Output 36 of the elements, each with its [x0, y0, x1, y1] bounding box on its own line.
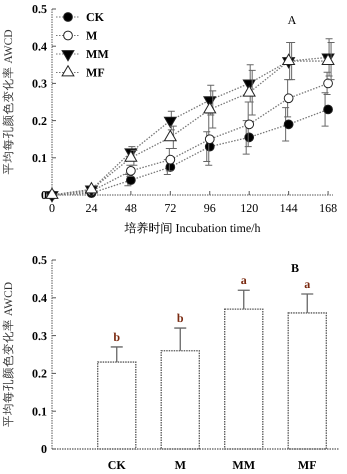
x-tick-label: 120 [240, 201, 258, 215]
x-tick-label: MF [298, 458, 317, 472]
legend-label: M [86, 28, 98, 43]
y-tick-label: 0.3 [32, 76, 47, 91]
x-tick-label: MM [232, 458, 256, 472]
y-axis-title: 平均每孔颜色变化率 AWCD [1, 29, 15, 175]
annotation: a [304, 277, 310, 292]
annotation: b [113, 330, 120, 344]
legend-label: MM [86, 47, 109, 62]
annotation: a [240, 273, 247, 288]
x-tick-label: 144 [280, 201, 298, 215]
y-tick-label: 0 [41, 188, 47, 202]
x-tick-label: CK [108, 458, 126, 472]
legend-label: CK [86, 10, 105, 24]
legend-label: MF [86, 66, 105, 80]
x-tick-label: 24 [85, 201, 98, 215]
x-tick-label: 168 [319, 201, 338, 215]
y-tick-label: 0.1 [32, 151, 47, 165]
chart-title: B [290, 261, 300, 275]
x-tick-label: 96 [204, 201, 216, 215]
y-tick-label: 0.3 [32, 328, 47, 343]
y-tick-label: 0.2 [32, 114, 47, 128]
y-tick-label: 0.5 [32, 253, 47, 268]
x-axis-title: 培养时间 Incubation time/h [124, 221, 260, 235]
y-tick-label: 0 [41, 442, 47, 456]
annotation: b [176, 311, 184, 326]
chart-title: A [288, 13, 297, 27]
x-tick-label: 72 [164, 201, 176, 215]
y-tick-label: 0.4 [32, 291, 47, 305]
x-tick-label: 48 [124, 201, 137, 215]
y-tick-label: 0.2 [32, 366, 47, 381]
y-tick-label: 0.4 [32, 39, 47, 54]
x-tick-label: M [174, 458, 186, 472]
y-axis-title: 平均每孔颜色变化率 AWCD [1, 282, 15, 428]
y-tick-label: 0.5 [32, 2, 47, 16]
y-tick-label: 0.1 [32, 404, 47, 418]
